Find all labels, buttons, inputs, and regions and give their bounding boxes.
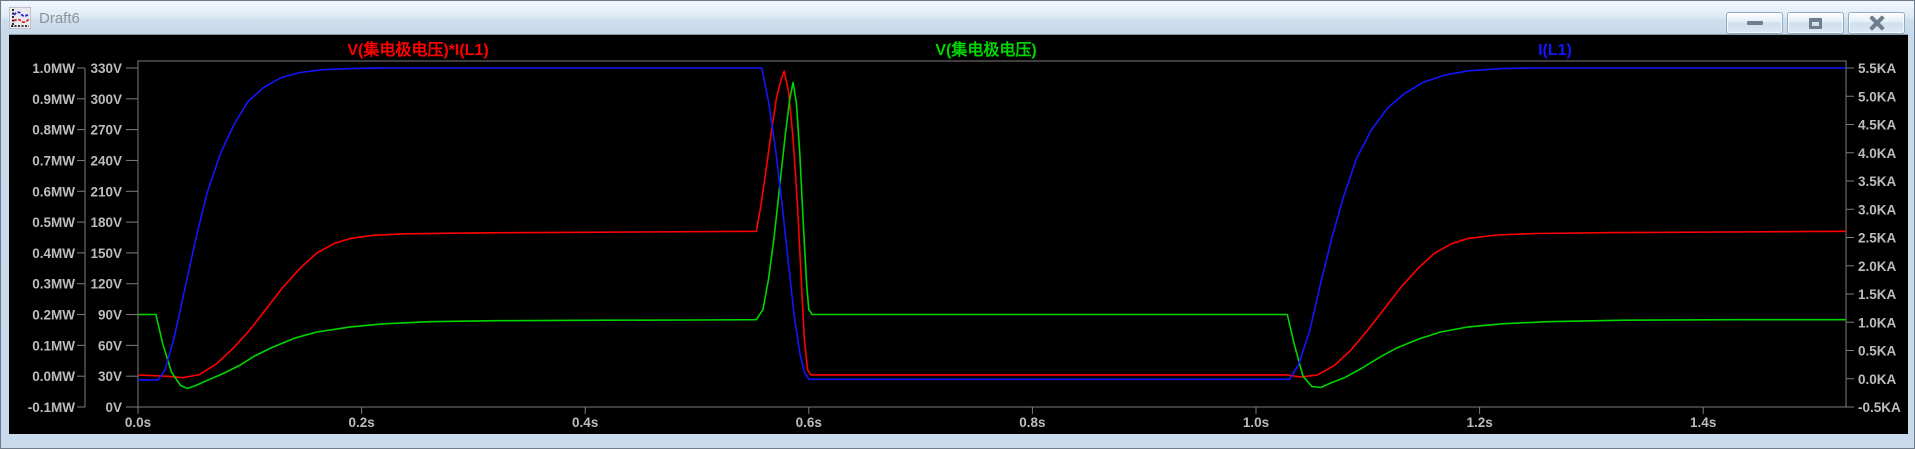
window-controls: [1726, 12, 1905, 34]
current-tick-label: -0.5KA: [1858, 400, 1901, 415]
minimize-icon: [1746, 21, 1763, 25]
power-tick-label: 1.0MW: [32, 61, 75, 76]
trace-left_voltage: [138, 81, 1846, 390]
time-tick-label: 0.4s: [572, 415, 598, 430]
power-tick-label: 0.8MW: [32, 123, 75, 138]
legend-left_voltage[interactable]: V(集电极电压): [935, 40, 1036, 59]
voltage-tick-label: 240V: [90, 153, 122, 168]
power-tick-label: -0.1MW: [28, 400, 76, 415]
current-tick-label: 2.0KA: [1858, 259, 1897, 274]
current-tick-label: 0.5KA: [1858, 344, 1897, 359]
time-tick-label: 0.2s: [348, 415, 374, 430]
current-tick-label: 5.0KA: [1858, 89, 1897, 104]
power-tick-label: 0.4MW: [32, 246, 75, 261]
maximize-icon: [1809, 17, 1822, 29]
time-tick-label: 1.0s: [1243, 415, 1269, 430]
voltage-tick-label: 270V: [90, 123, 122, 138]
current-tick-label: 3.0KA: [1858, 202, 1897, 217]
time-tick-label: 1.2s: [1466, 415, 1492, 430]
current-tick-label: 4.0KA: [1858, 146, 1897, 161]
power-tick-label: 0.1MW: [32, 338, 75, 353]
time-tick-label: 0.6s: [796, 415, 822, 430]
power-tick-label: 0.2MW: [32, 308, 75, 323]
maximize-button[interactable]: [1787, 12, 1844, 34]
voltage-tick-label: 150V: [90, 246, 122, 261]
current-tick-label: 2.5KA: [1858, 231, 1897, 246]
current-tick-label: 4.5KA: [1858, 118, 1897, 133]
voltage-tick-label: 300V: [90, 92, 122, 107]
power-tick-label: 0.0MW: [32, 369, 75, 384]
legend-left_power[interactable]: V(集电极电压)*I(L1): [347, 40, 488, 59]
voltage-tick-label: 90V: [98, 308, 122, 323]
plot-border: [137, 60, 1847, 408]
current-tick-label: 0.0KA: [1858, 372, 1897, 387]
minimize-button[interactable]: [1726, 12, 1783, 34]
trace-right_current: [138, 67, 1846, 381]
voltage-tick-label: 0V: [105, 400, 122, 415]
current-tick-label: 1.5KA: [1858, 287, 1897, 302]
current-tick-label: 1.0KA: [1858, 315, 1897, 330]
current-tick-label: 3.5KA: [1858, 174, 1897, 189]
time-tick-label: 0.0s: [125, 415, 151, 430]
legend-right_current[interactable]: I(L1): [1538, 42, 1572, 59]
voltage-tick-label: 180V: [90, 215, 122, 230]
waveform-pane[interactable]: 1.0MW 0.9MW 0.8MW 0.7MW 0.6MW 0.5MW 0.4MW 0.3MW…: [9, 34, 1908, 434]
power-tick-label: 0.6MW: [32, 184, 75, 199]
trace-left_power: [138, 70, 1846, 379]
close-icon: [1869, 16, 1885, 30]
time-tick-label: 0.8s: [1019, 415, 1045, 430]
current-tick-label: 5.5KA: [1858, 61, 1897, 76]
voltage-tick-label: 210V: [90, 184, 122, 199]
power-tick-label: 0.9MW: [32, 92, 75, 107]
voltage-tick-label: 30V: [98, 369, 122, 384]
window-title: Draft6: [39, 9, 80, 27]
waveform-plot-icon: [8, 6, 32, 30]
waveform-plot[interactable]: 1.0MW 0.9MW 0.8MW 0.7MW 0.6MW 0.5MW 0.4MW 0.3MW…: [9, 35, 1908, 435]
power-tick-label: 0.3MW: [32, 277, 75, 292]
power-tick-label: 0.7MW: [32, 153, 75, 168]
power-tick-label: 0.5MW: [32, 215, 75, 230]
title-bar[interactable]: Draft6: [2, 2, 1913, 34]
voltage-tick-label: 330V: [90, 61, 122, 76]
close-button[interactable]: [1848, 12, 1905, 34]
voltage-tick-label: 60V: [98, 338, 122, 353]
time-tick-label: 1.4s: [1690, 415, 1716, 430]
voltage-tick-label: 120V: [90, 277, 122, 292]
